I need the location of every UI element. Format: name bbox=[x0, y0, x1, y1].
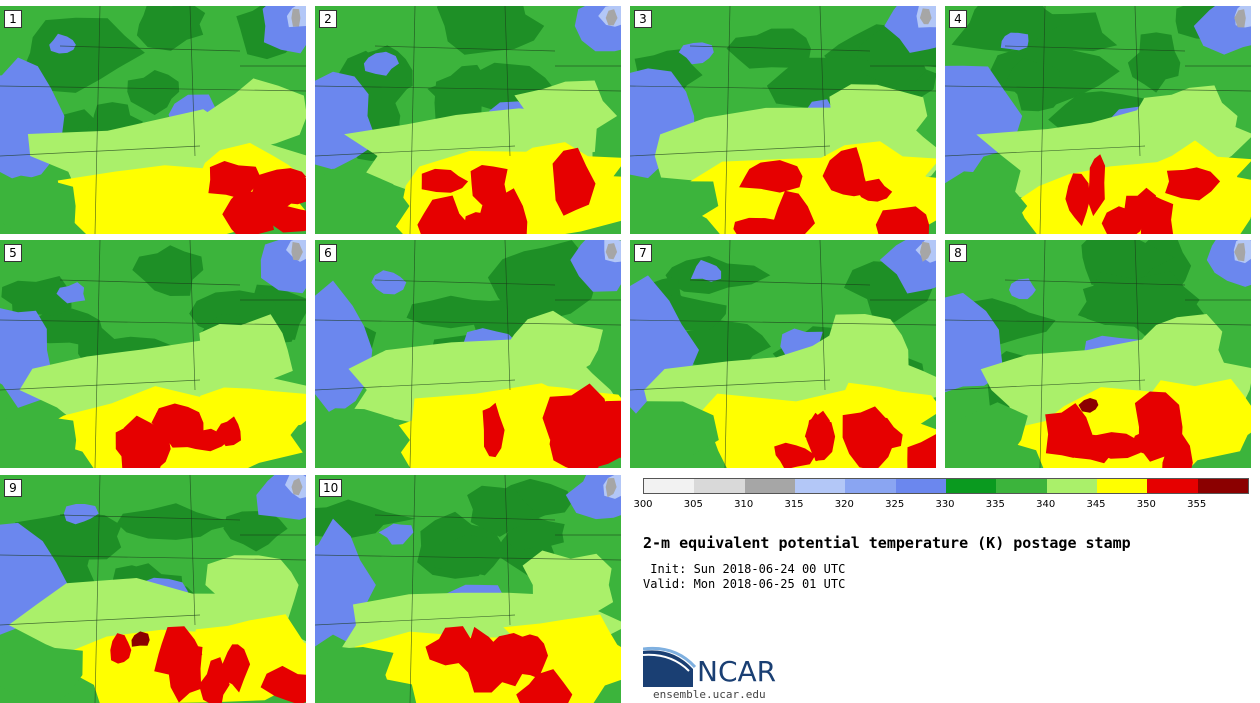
colorbar-tick-label: 310 bbox=[734, 499, 754, 510]
colorbar-segment bbox=[1096, 479, 1148, 493]
colorbar-segment bbox=[794, 479, 846, 493]
colorbar bbox=[643, 478, 1249, 494]
colorbar-segment bbox=[895, 479, 946, 493]
member-label: 7 bbox=[634, 244, 652, 262]
colorbar-tick-label: 305 bbox=[683, 499, 703, 510]
member-map bbox=[315, 6, 621, 234]
colorbar-tick-label: 315 bbox=[784, 499, 804, 510]
member-map bbox=[630, 240, 936, 468]
colorbar-segment bbox=[845, 479, 896, 493]
member-map bbox=[945, 6, 1251, 234]
logo-name: NCAR bbox=[697, 655, 777, 688]
colorbar-segment bbox=[996, 479, 1047, 493]
member-stamp[interactable]: 7 bbox=[630, 240, 936, 468]
member-stamp[interactable]: 8 bbox=[945, 240, 1251, 468]
colorbar-tick-label: 325 bbox=[885, 499, 905, 510]
member-stamp[interactable]: 9 bbox=[0, 475, 306, 703]
member-map bbox=[945, 240, 1251, 468]
colorbar-segment bbox=[1147, 479, 1198, 493]
member-stamp[interactable]: 6 bbox=[315, 240, 621, 468]
init-time: Init: Sun 2018-06-24 00 UTC bbox=[643, 562, 846, 576]
member-map bbox=[0, 6, 306, 234]
colorbar-tick-label: 350 bbox=[1136, 499, 1156, 510]
member-label: 8 bbox=[949, 244, 967, 262]
member-stamp[interactable]: 3 bbox=[630, 6, 936, 234]
member-label: 10 bbox=[319, 479, 343, 497]
member-label: 5 bbox=[4, 244, 22, 262]
colorbar-tick-label: 340 bbox=[1036, 499, 1056, 510]
member-stamp[interactable]: 10 bbox=[315, 475, 621, 703]
colorbar-segment bbox=[1046, 479, 1097, 493]
member-label: 1 bbox=[4, 10, 22, 28]
valid-time: Valid: Mon 2018-06-25 01 UTC bbox=[643, 577, 846, 591]
colorbar-tick-label: 355 bbox=[1187, 499, 1207, 510]
colorbar-tick-label: 335 bbox=[985, 499, 1005, 510]
logo-url[interactable]: ensemble.ucar.edu bbox=[653, 688, 766, 701]
member-map bbox=[315, 475, 621, 703]
member-label: 2 bbox=[319, 10, 337, 28]
colorbar-segment bbox=[644, 479, 695, 493]
colorbar-ticks: 300 305 310 315 320 325 330 335 340 345 350 355 bbox=[633, 499, 1247, 513]
member-stamp[interactable]: 4 bbox=[945, 6, 1251, 234]
colorbar-tick-label: 320 bbox=[834, 499, 854, 510]
colorbar-tick-label: 345 bbox=[1086, 499, 1106, 510]
member-label: 3 bbox=[634, 10, 652, 28]
ncar-logo-icon bbox=[643, 646, 697, 687]
member-map bbox=[630, 6, 936, 234]
colorbar-segment bbox=[945, 479, 997, 493]
member-stamp[interactable]: 1 bbox=[0, 6, 306, 234]
member-label: 9 bbox=[4, 479, 22, 497]
colorbar-tick-label: 300 bbox=[633, 499, 653, 510]
member-map bbox=[0, 240, 306, 468]
member-map bbox=[0, 475, 306, 703]
page-title: 2-m equivalent potential temperature (K)… bbox=[643, 534, 1131, 552]
member-label: 6 bbox=[319, 244, 337, 262]
colorbar-tick-label: 330 bbox=[935, 499, 955, 510]
colorbar-segment bbox=[744, 479, 795, 493]
member-stamp[interactable]: 2 bbox=[315, 6, 621, 234]
colorbar-segment bbox=[694, 479, 745, 493]
member-label: 4 bbox=[949, 10, 967, 28]
member-stamp[interactable]: 5 bbox=[0, 240, 306, 468]
colorbar-segment bbox=[1197, 479, 1248, 493]
member-map bbox=[315, 240, 621, 468]
